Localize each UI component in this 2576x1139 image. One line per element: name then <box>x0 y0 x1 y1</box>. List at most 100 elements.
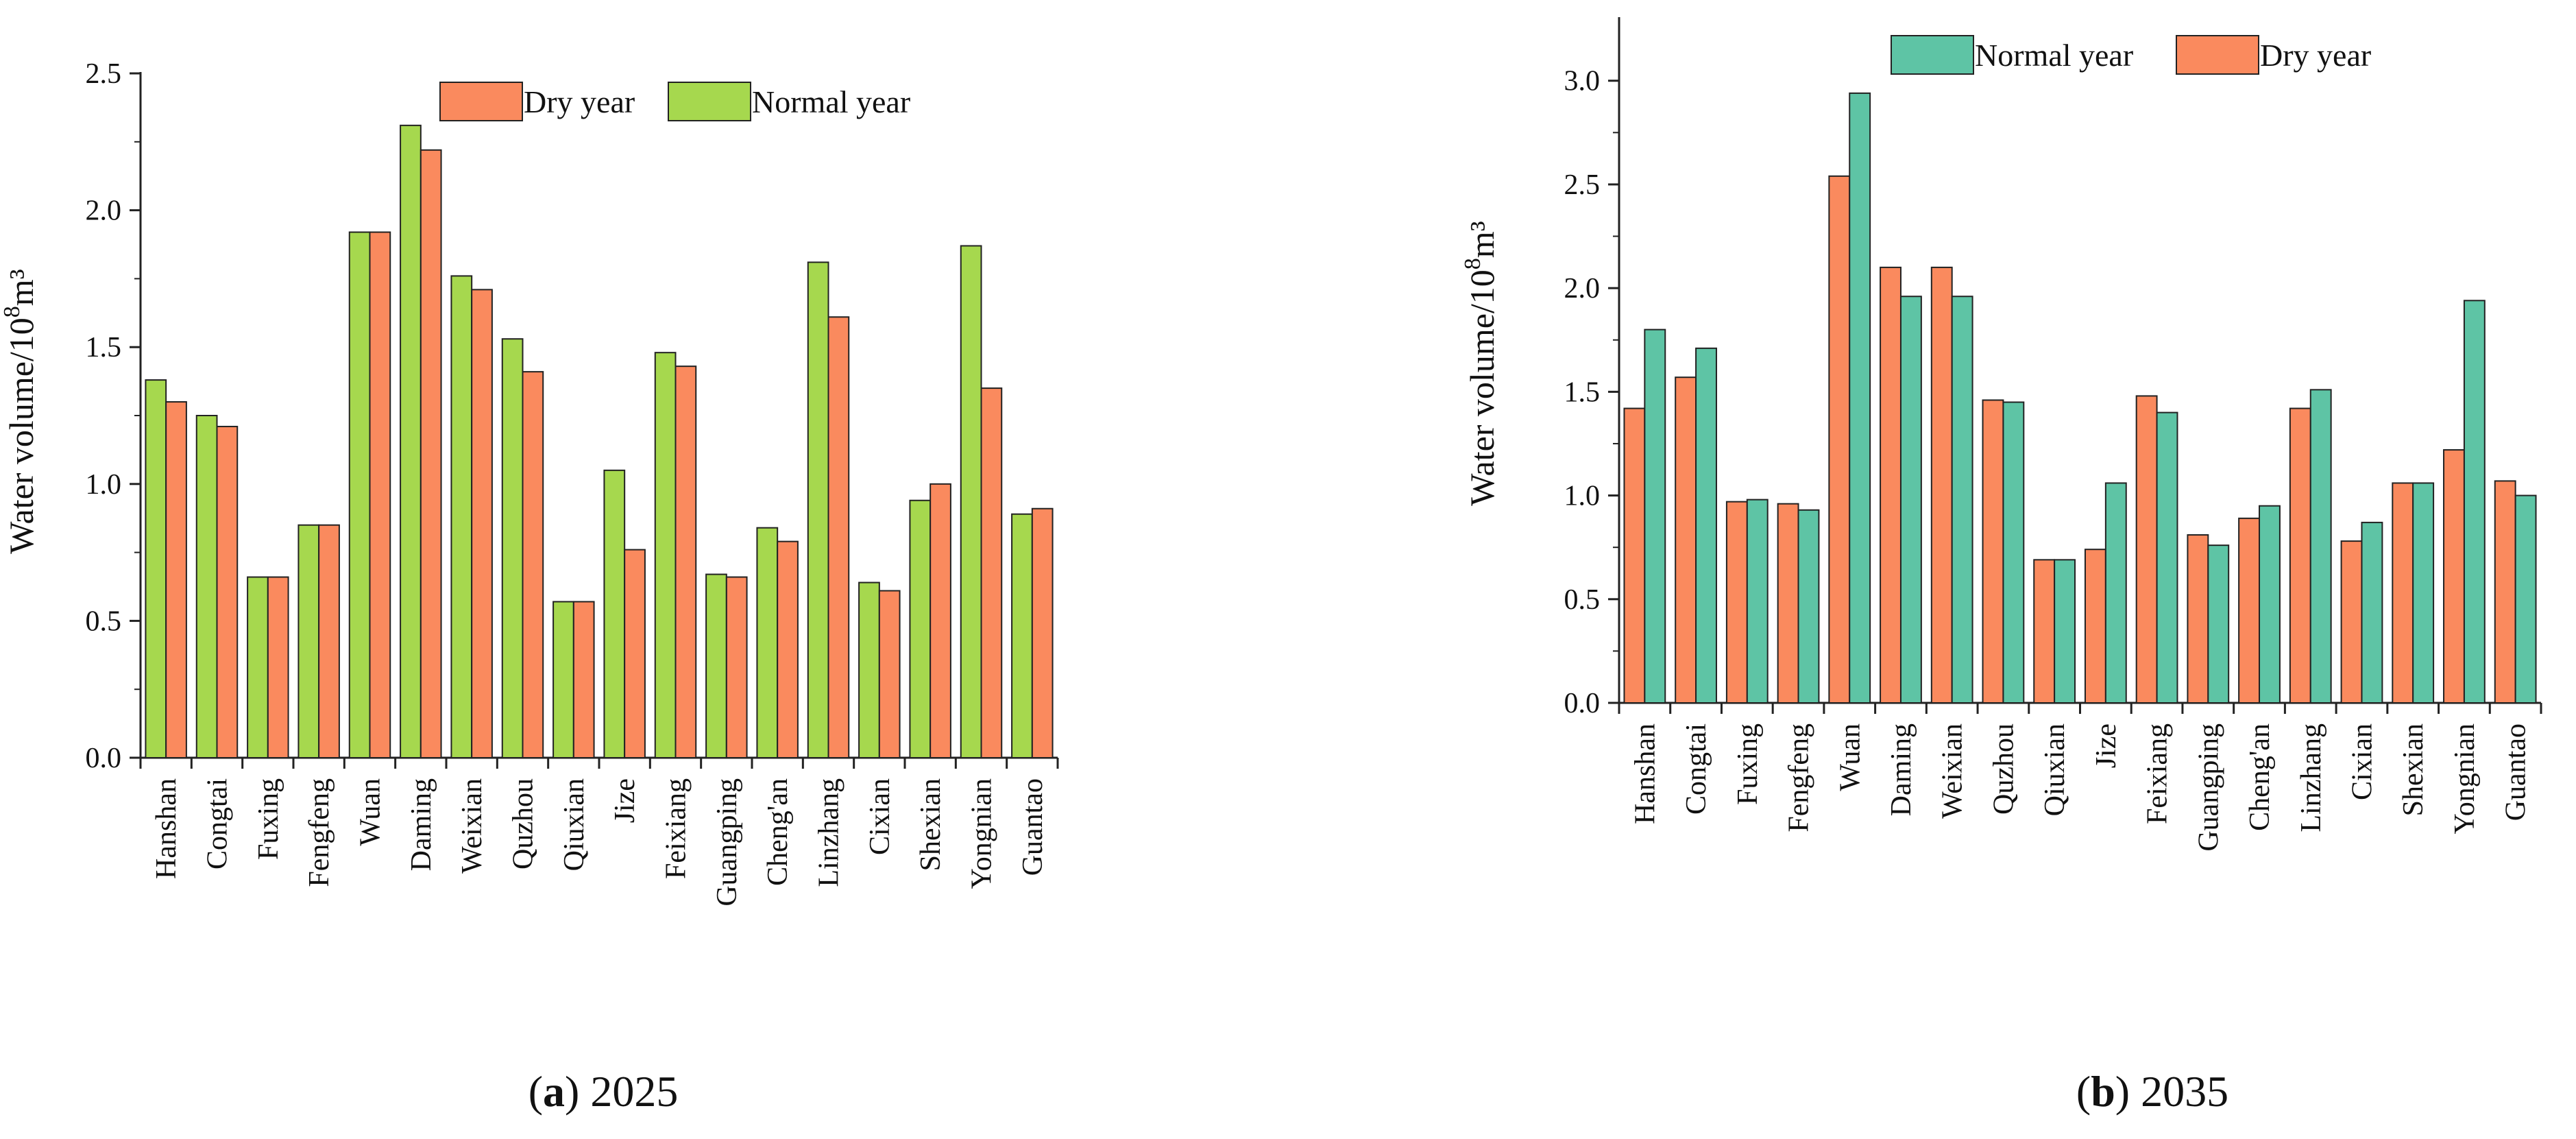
bar-dry-year-hanshan <box>165 401 187 758</box>
bar-dry-year-shexian <box>929 483 951 758</box>
x-tick-label-quzhou: Quzhou <box>1988 723 2019 815</box>
bar-normal-year-cheng-an <box>2259 505 2281 704</box>
x-tick-label-jize: Jize <box>609 778 641 823</box>
bar-normal-year-fengfeng <box>297 524 320 758</box>
bar-normal-year-linzhang <box>2309 389 2332 704</box>
caption-2025: (a) 2025 <box>528 1067 679 1116</box>
bar-normal-year-yongnian <box>2463 300 2486 704</box>
x-tick-label-hanshan: Hanshan <box>1629 723 1661 824</box>
y-axis-title-text: Water volume/10 <box>2 317 40 553</box>
y-tick-label: 2.5 <box>86 58 122 90</box>
bar-normal-year-fuxing <box>247 576 269 758</box>
bar-dry-year-linzhang <box>2289 407 2311 704</box>
bar-normal-year-feixiang <box>2156 411 2178 704</box>
bar-dry-year-fengfeng <box>1777 503 1799 704</box>
x-tick-label-yongnian: Yongnian <box>967 778 998 889</box>
x-tick-label-wuan: Wuan <box>1834 723 1866 791</box>
y-tick-label: 0.0 <box>86 743 122 774</box>
bar-normal-year-shexian <box>909 499 932 758</box>
x-tick-label-guangping: Guangping <box>712 778 743 907</box>
bar-dry-year-jize <box>624 549 646 758</box>
bar-dry-year-quzhou <box>522 371 544 758</box>
bar-normal-year-weixian <box>450 275 473 758</box>
y-tick-label: 0.5 <box>86 606 122 637</box>
y-tick-label: 1.5 <box>86 332 122 363</box>
y-tick-label: 0.0 <box>1564 688 1601 719</box>
y-axis-title: Water volume/108m³ <box>1460 221 1501 505</box>
x-tick-label-qiuxian: Qiuxian <box>2039 723 2071 816</box>
y-axis-title: Water volume/108m³ <box>0 269 40 553</box>
y-tick-label: 0.5 <box>1564 584 1601 616</box>
bar-dry-year-feixiang <box>2135 395 2158 704</box>
bar-dry-year-cixian <box>878 590 901 758</box>
bar-dry-year-feixiang <box>675 365 697 758</box>
bar-normal-year-congtai <box>1695 347 1717 704</box>
bar-dry-year-cheng-an <box>2238 517 2261 704</box>
y-axis-title-unit: m³ <box>2 269 40 306</box>
legend-label-normal-year: Normal year <box>752 84 910 119</box>
x-tick-label-linzhang: Linzhang <box>2296 723 2327 832</box>
bar-normal-year-wuan <box>348 231 371 758</box>
x-tick-label-weixian: Weixian <box>457 778 488 874</box>
bar-dry-year-yongnian <box>2443 449 2465 704</box>
bar-normal-year-feixiang <box>654 352 677 758</box>
bar-normal-year-daming <box>1899 296 1922 704</box>
legend-label-normal-year: Normal year <box>1975 38 2133 73</box>
bar-dry-year-fengfeng <box>318 524 340 758</box>
y-tick-label: 1.5 <box>1564 376 1601 408</box>
bar-dry-year-cixian <box>2340 540 2363 704</box>
x-tick-label-cheng-an: Cheng'an <box>2244 723 2276 831</box>
bar-dry-year-guangping <box>2187 534 2209 704</box>
bar-normal-year-guangping <box>705 573 727 758</box>
x-tick-label-quzhou: Quzhou <box>508 778 539 870</box>
x-tick-label-guantao: Guantao <box>2501 723 2532 821</box>
y-axis-title-exponent: 8 <box>0 306 25 317</box>
x-tick-label-hanshan: Hanshan <box>151 778 182 879</box>
x-tick-label-congtai: Congtai <box>202 778 234 870</box>
y-axis-title-text: Water volume/10 <box>1463 269 1501 505</box>
bar-normal-year-fengfeng <box>1797 509 1820 704</box>
y-tick-label: 2.0 <box>86 195 122 227</box>
bar-normal-year-guantao <box>1011 513 1033 758</box>
bar-normal-year-wuan <box>1849 92 1871 704</box>
bar-dry-year-yongnian <box>980 387 1003 758</box>
legend-swatch-normal-year <box>1891 35 1974 75</box>
bar-dry-year-guantao <box>1031 507 1054 759</box>
bar-normal-year-cixian <box>2361 521 2383 704</box>
x-tick-label-cheng-an: Cheng'an <box>762 778 794 886</box>
x-tick-label-guantao: Guantao <box>1017 778 1049 876</box>
bar-dry-year-guangping <box>725 576 748 758</box>
x-tick-label-fuxing: Fuxing <box>253 778 284 860</box>
legend-swatch-normal-year <box>668 82 751 121</box>
bar-normal-year-qiuxian <box>2054 559 2076 704</box>
bar-normal-year-shexian <box>2412 482 2435 704</box>
x-tick-label-fuxing: Fuxing <box>1732 723 1764 805</box>
x-tick-label-feixiang: Feixiang <box>2142 723 2174 824</box>
y-tick-label: 3.0 <box>1564 66 1601 97</box>
bar-dry-year-wuan <box>369 231 391 758</box>
bar-normal-year-daming <box>400 124 422 758</box>
x-tick-label-shexian: Shexian <box>2398 723 2429 816</box>
bar-dry-year-qiuxian <box>572 601 595 758</box>
bar-normal-year-guantao <box>2514 494 2537 704</box>
bar-dry-year-daming <box>420 149 442 758</box>
bar-normal-year-linzhang <box>807 261 829 758</box>
bar-dry-year-guantao <box>2494 480 2516 704</box>
bar-normal-year-weixian <box>1951 296 1973 704</box>
x-tick-label-qiuxian: Qiuxian <box>559 778 590 871</box>
bar-normal-year-congtai <box>195 415 218 758</box>
bar-dry-year-quzhou <box>1982 399 2004 704</box>
bar-normal-year-yongnian <box>960 245 982 759</box>
y-axis-title-exponent: 8 <box>1460 258 1485 269</box>
y-tick-label: 2.5 <box>1564 169 1601 201</box>
bar-dry-year-congtai <box>1675 376 1697 704</box>
bar-dry-year-weixian <box>471 289 493 759</box>
y-tick-label: 2.0 <box>1564 273 1601 304</box>
x-tick-label-wuan: Wuan <box>355 778 387 846</box>
chart-2035: 0.0 0.5 1.0 1.5 2.0 2.5 3.0 Water volume/108m³ H… <box>1460 17 2542 852</box>
bar-normal-year-hanshan <box>145 379 167 758</box>
x-tick-label-weixian: Weixian <box>1937 723 1969 819</box>
bar-normal-year-cheng-an <box>756 527 779 758</box>
y-axis-title-unit: m³ <box>1463 221 1501 258</box>
bar-normal-year-quzhou <box>501 338 524 758</box>
